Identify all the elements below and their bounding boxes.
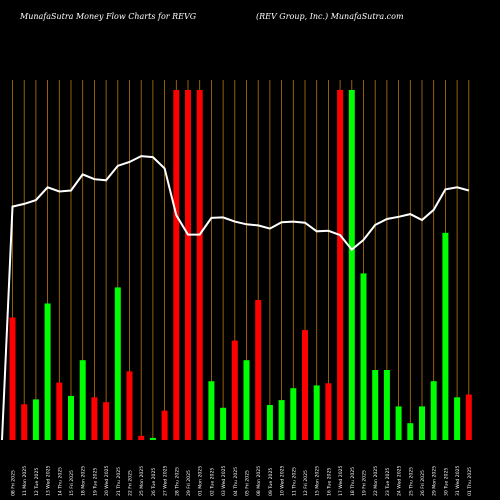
bar-14: [161, 410, 168, 440]
x-tick-label: 18 Mon 2025: [81, 466, 87, 496]
bar-9: [103, 402, 110, 440]
bar-27: [313, 385, 320, 440]
bar-13: [149, 437, 156, 440]
x-tick-label: 29 Fri 2025: [186, 470, 192, 496]
bar-5: [56, 382, 63, 440]
x-tick-label: 08 Mon 2025: [256, 466, 262, 496]
bar-1: [9, 317, 16, 440]
bar-19: [220, 407, 227, 440]
bar-28: [325, 383, 332, 440]
x-tick-label: 03 Wed 2025: [221, 465, 227, 496]
bar-10: [114, 287, 121, 440]
bar-39: [454, 397, 461, 440]
x-tick-label: 04 Thu 2025: [233, 467, 239, 496]
bar-21: [243, 360, 250, 440]
bar-37: [430, 381, 437, 440]
x-tick-label: 20 Wed 2025: [104, 465, 110, 496]
bar-17: [196, 90, 203, 440]
bar-2: [21, 404, 28, 440]
bar-29: [337, 90, 344, 440]
x-tick-label: 05 Fri 2025: [245, 470, 251, 496]
chart-subtitle: (REV Group, Inc.) MunafaSutra.com: [256, 12, 404, 21]
bar-4: [44, 303, 51, 440]
x-tick-label: 30 Tue 2025: [443, 468, 449, 496]
x-tick-label: 25 Mon 2025: [139, 466, 145, 496]
x-tick-label: 12 Tue 2025: [34, 468, 40, 496]
x-tick-label: 15 Fri 2025: [69, 470, 75, 496]
chart-title: MunafaSutra Money Flow Charts for REVG: [20, 12, 197, 21]
x-tick-label: 08 Fri 2025: [11, 470, 17, 496]
bar-7: [79, 360, 86, 440]
x-tick-label: 01 Mon 2025: [198, 466, 204, 496]
bar-24: [278, 400, 285, 440]
x-tick-label: 13 Wed 2025: [46, 465, 52, 496]
bar-3: [32, 399, 39, 440]
x-tick-label: 02 Tue 2025: [209, 468, 215, 496]
x-tick-label: 21 Thu 2025: [116, 467, 122, 496]
x-tick-label: 26 Tue 2025: [151, 468, 157, 496]
bar-16: [185, 90, 191, 440]
price-line: [1, 155, 470, 441]
x-tick-label: 01 Thu 2025: [467, 467, 473, 496]
x-tick-label: 15 Mon 2025: [315, 466, 321, 496]
x-tick-label: 09 Tue 2025: [268, 468, 274, 496]
bar-18: [208, 381, 215, 440]
bar-30: [348, 90, 355, 440]
x-tick-label: 25 Thu 2025: [408, 467, 414, 496]
bar-38: [442, 232, 449, 440]
x-tick-label: 11 Mon 2025: [22, 466, 28, 496]
x-tick-label: 11 Thu 2025: [291, 467, 297, 496]
bar-15: [173, 90, 180, 440]
bar-22: [255, 300, 262, 440]
bar-33: [383, 370, 390, 440]
x-tick-label: 16 Tue 2025: [326, 468, 332, 496]
bar-40: [465, 394, 472, 440]
bar-23: [266, 405, 273, 440]
x-tick-label: 26 Fri 2025: [420, 470, 426, 496]
x-tick-label: 19 Tue 2025: [92, 468, 98, 496]
bar-12: [138, 435, 145, 440]
bar-34: [395, 406, 402, 440]
x-tick-label: 23 Tue 2025: [385, 468, 391, 496]
bar-35: [407, 423, 414, 440]
x-tick-label: 22 Mon 2025: [373, 466, 379, 496]
x-tick-label: 22 Fri 2025: [128, 470, 134, 496]
x-tick-label: 31 Wed 2025: [455, 465, 461, 496]
x-tick-label: 10 Wed 2025: [280, 465, 286, 496]
x-tick-label: 12 Fri 2025: [303, 470, 309, 496]
bar-6: [68, 395, 74, 440]
bar-32: [372, 370, 379, 440]
bar-8: [91, 397, 98, 440]
x-tick-label: 29 Mon 2025: [432, 466, 438, 496]
bar-25: [290, 388, 297, 440]
x-tick-label: 19 Fri 2025: [362, 470, 368, 496]
bar-20: [231, 340, 238, 440]
x-tick-label: 14 Thu 2025: [57, 467, 63, 496]
bar-36: [419, 406, 425, 440]
x-tick-label: 27 Wed 2025: [163, 465, 169, 496]
x-tick-label: 24 Wed 2025: [397, 465, 403, 496]
x-tick-label: 17 Wed 2025: [338, 465, 344, 496]
bar-31: [360, 273, 367, 440]
bar-11: [126, 371, 133, 440]
x-tick-label: 28 Thu 2025: [174, 467, 180, 496]
bar-26: [302, 330, 308, 440]
x-tick-label: 18 Thu 2025: [350, 467, 356, 496]
